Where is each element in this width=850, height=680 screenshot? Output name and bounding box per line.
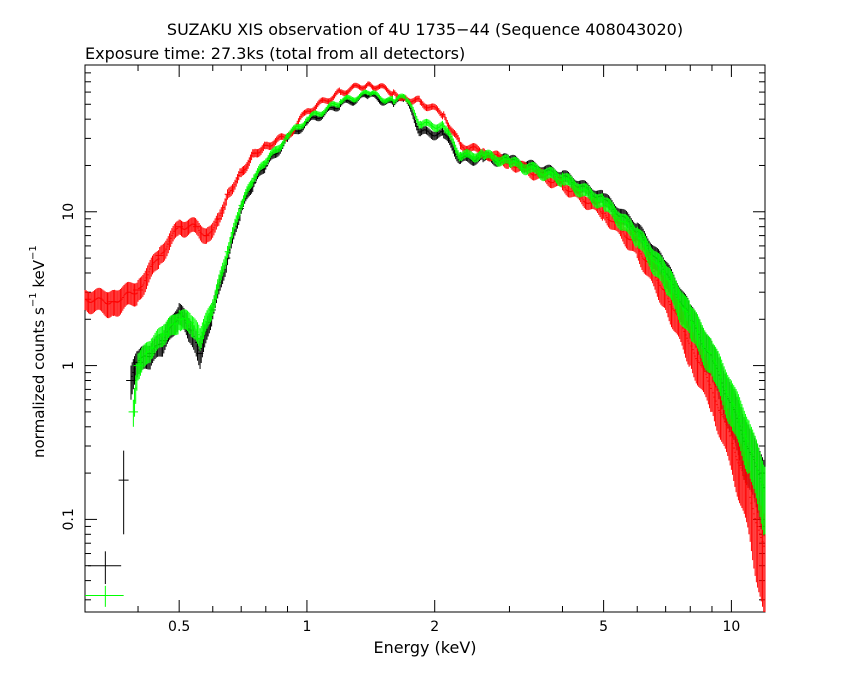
y-tick-label: 1 (61, 361, 77, 370)
x-tick-label: 2 (430, 619, 439, 635)
y-axis-label-exponent-2: −1 (28, 245, 39, 260)
data-marks (84, 81, 766, 612)
y-tick-label: 0.1 (61, 508, 77, 530)
axis-ticks (84, 64, 765, 612)
chart-subtitle: Exposure time: 27.3ks (total from all de… (85, 44, 466, 63)
x-tick-label: 5 (599, 619, 608, 635)
series-1 (88, 91, 766, 585)
x-tick-label: 10 (722, 619, 740, 635)
y-axis-label-main: normalized counts s (30, 307, 48, 458)
plot-frame (84, 64, 766, 613)
x-tick-label: 1 (302, 619, 311, 635)
x-tick-label: 0.5 (168, 619, 190, 635)
chart-title: SUZAKU XIS observation of 4U 1735−44 (Se… (166, 20, 684, 39)
y-tick-label: 10 (61, 203, 77, 221)
x-axis-label: Energy (keV) (373, 638, 477, 657)
y-axis-label: normalized counts s−1 keV−1 (28, 245, 48, 458)
series-2 (84, 81, 766, 612)
series-3 (85, 89, 766, 607)
y-axis-label-exponent-1: −1 (28, 292, 39, 308)
y-axis-label-unit: keV (30, 259, 48, 293)
tick-labels: 0.5 1 2 5 10 0.1 1 10 (61, 203, 740, 635)
